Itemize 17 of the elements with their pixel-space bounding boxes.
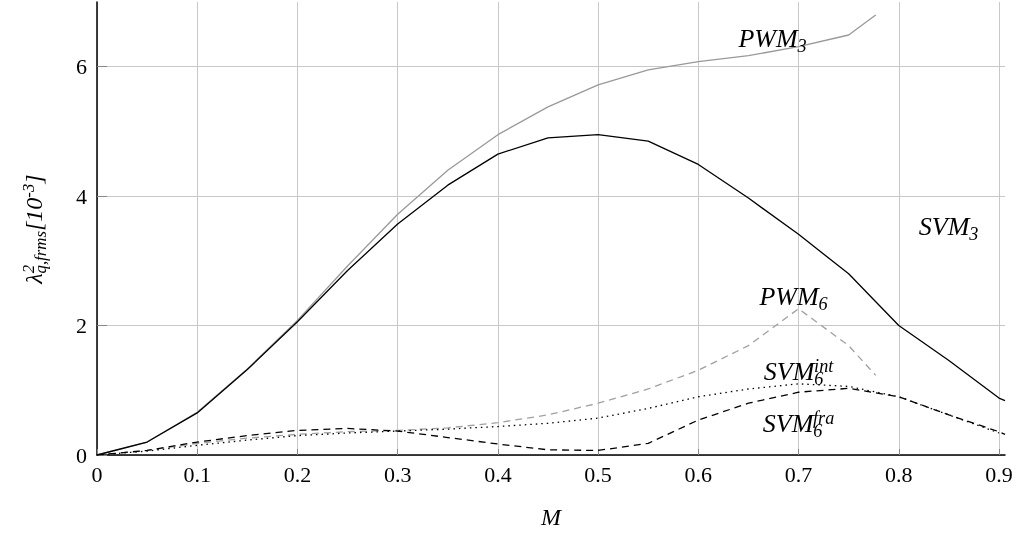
x-axis-title: M [540, 504, 563, 530]
x-tick-label: 0.1 [183, 461, 211, 487]
x-tick-label: 0.9 [985, 461, 1013, 487]
x-tick-label: 0.7 [784, 461, 813, 487]
x-tick-label: 0.8 [885, 461, 913, 487]
x-tick-label: 0.6 [684, 461, 713, 487]
y-tick-label: 4 [76, 183, 87, 209]
x-tick-label: 0.4 [484, 461, 512, 487]
x-tick-label: 0.2 [283, 461, 312, 487]
y-tick-label: 2 [76, 313, 87, 339]
x-tick-label: 0.3 [383, 461, 412, 487]
y-tick-label: 6 [76, 54, 87, 80]
y-tick-label: 0 [76, 442, 87, 468]
x-tick-label: 0.5 [584, 461, 612, 487]
text: SVM$_{3}$ [918, 211, 979, 244]
series-label: PWM$_{6}$ [758, 281, 828, 314]
series-label: PWM$_{3}$ [737, 24, 807, 56]
